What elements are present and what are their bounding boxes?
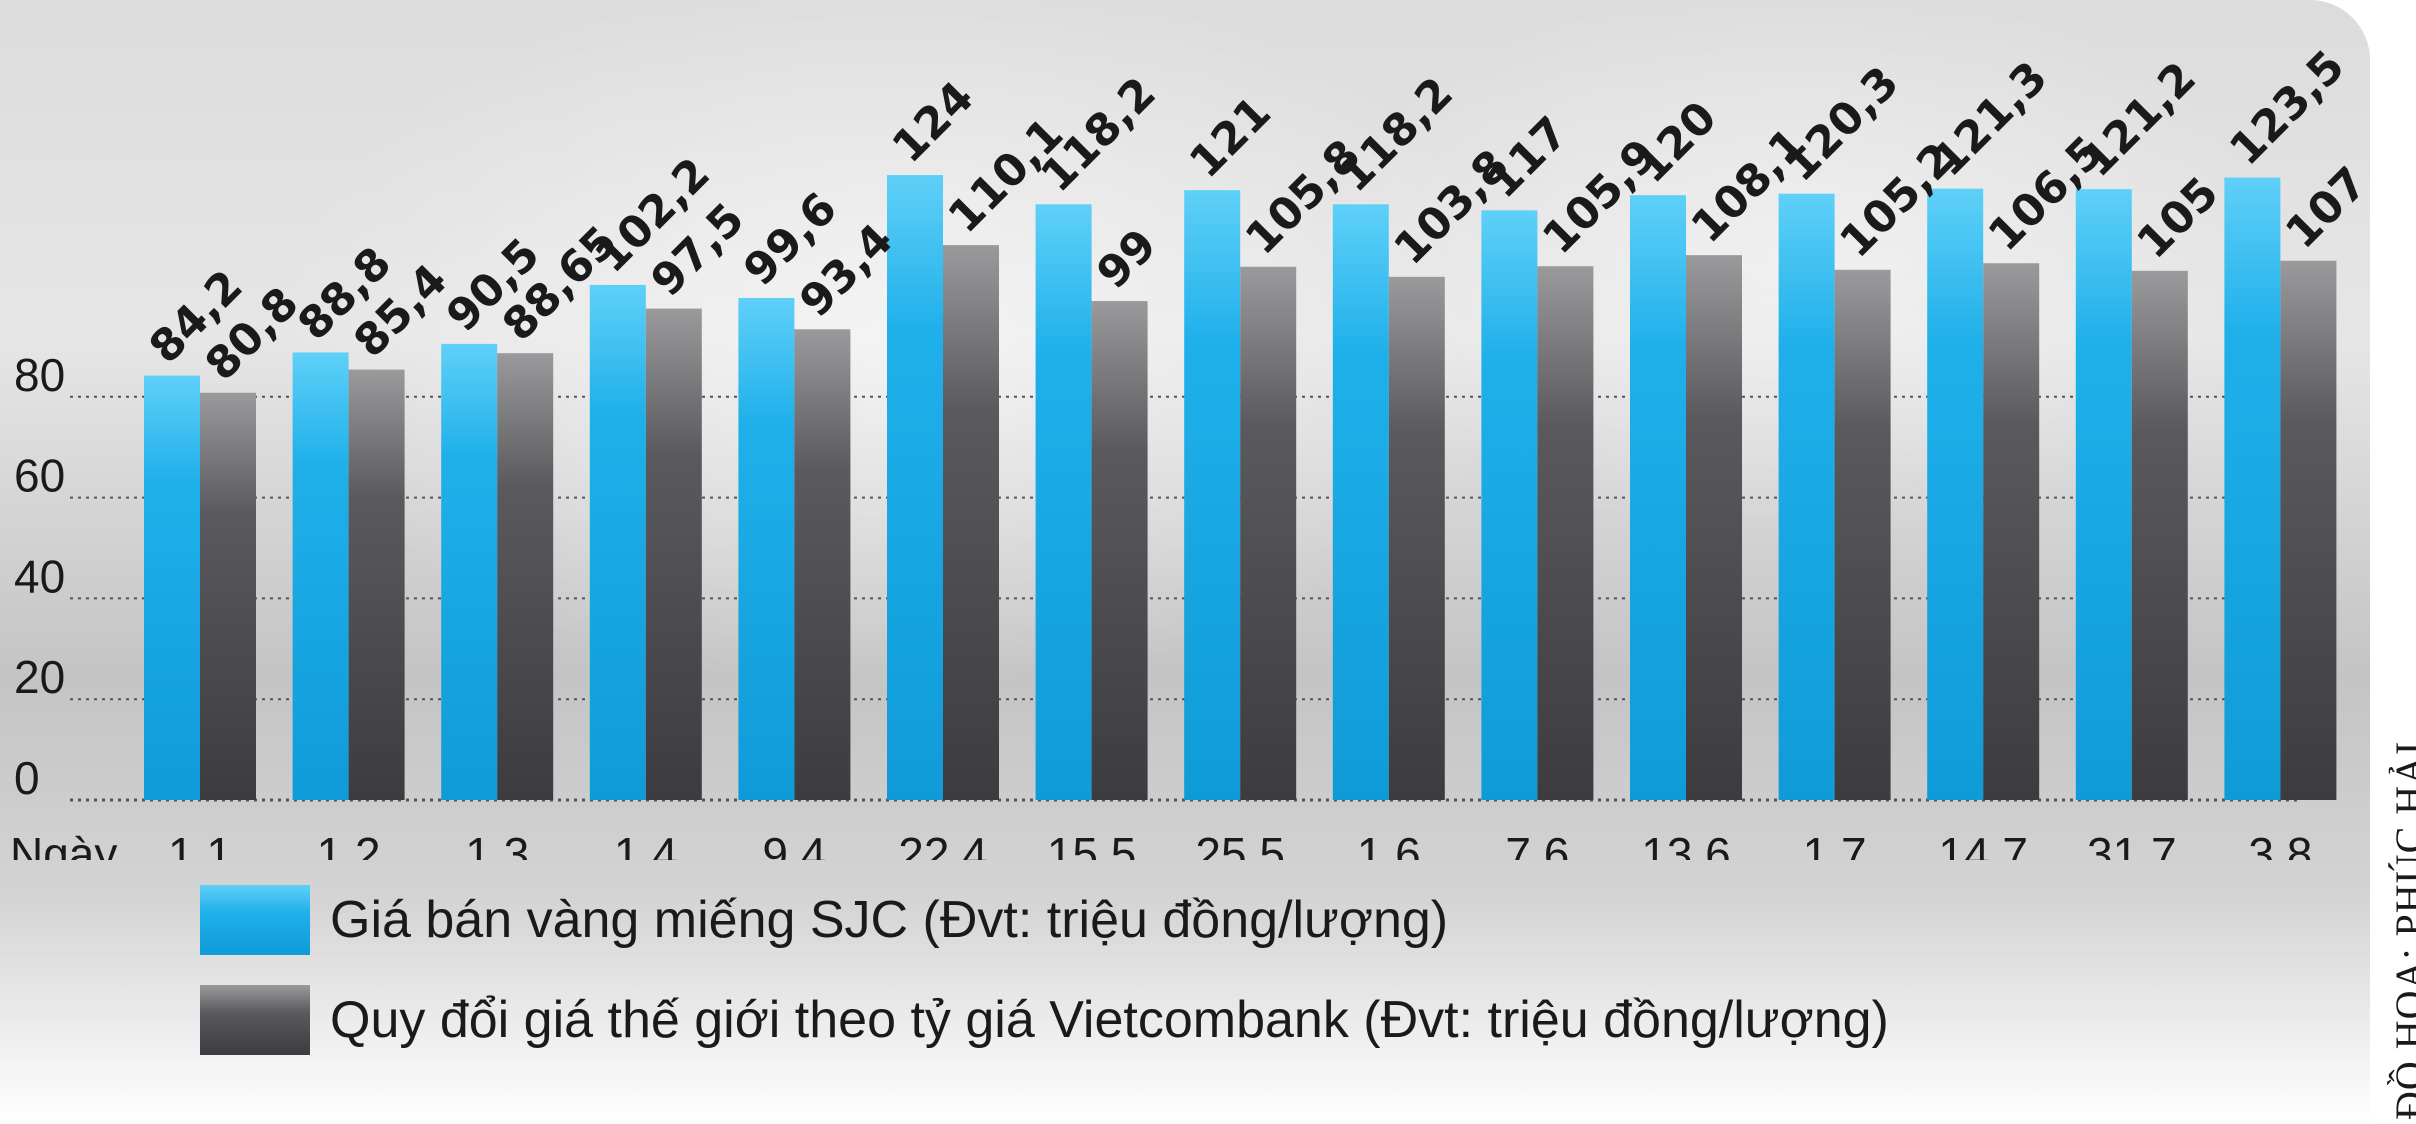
y-tick-label: 80	[14, 349, 65, 401]
bar-world	[794, 329, 851, 800]
bars	[144, 175, 2337, 801]
value-label-sjc: 121,2	[2072, 52, 2206, 186]
y-tick-label: 20	[14, 651, 65, 703]
x-category-label: 1.1	[168, 828, 232, 860]
bar-sjc	[1332, 204, 1389, 801]
bar-sjc	[144, 375, 200, 800]
value-label-sjc: 121	[1180, 87, 1281, 188]
bar-sjc	[1778, 193, 1835, 801]
x-category-label: 13.6	[1641, 828, 1731, 860]
bar-world	[348, 369, 405, 800]
bar-world	[1091, 301, 1148, 800]
value-label-sjc: 124	[883, 72, 984, 173]
bar-sjc	[1184, 190, 1241, 800]
x-category-label: 25.5	[1195, 828, 1285, 860]
bar-sjc	[1481, 210, 1538, 800]
y-tick-label: 0	[14, 752, 40, 804]
bar-sjc	[292, 352, 349, 800]
bar-world	[645, 308, 702, 800]
value-label-sjc: 120,3	[1774, 57, 1908, 191]
x-category-label: 1.2	[317, 828, 381, 860]
x-category-label: 9.4	[762, 828, 826, 860]
x-category-label: 31.7	[2087, 828, 2177, 860]
bar-world	[1240, 266, 1297, 800]
x-axis-label: Ngày	[10, 828, 117, 860]
bar-world	[1983, 263, 2040, 800]
bar-world	[2280, 260, 2337, 801]
bar-sjc	[887, 175, 943, 801]
x-category-label: 1.4	[614, 828, 678, 860]
bar-sjc	[2224, 177, 2281, 800]
bar-world	[1686, 255, 1742, 800]
bar-world	[2131, 270, 2188, 800]
value-label-world: 105	[2128, 168, 2229, 269]
x-category-label: 15.5	[1047, 828, 1137, 860]
value-label-world: 99	[1087, 219, 1166, 298]
y-tick-label: 40	[14, 550, 65, 602]
bar-world	[1388, 276, 1445, 800]
legend: Giá bán vàng miếng SJC (Đvt: triệu đồng/…	[200, 870, 1889, 1070]
legend-item-world: Quy đổi giá thế giới theo tỷ giá Vietcom…	[200, 970, 1889, 1070]
legend-item-sjc: Giá bán vàng miếng SJC (Đvt: triệu đồng/…	[200, 870, 1889, 970]
bar-world	[200, 392, 256, 800]
bar-world	[943, 245, 999, 800]
x-category-label: 14.7	[1938, 828, 2028, 860]
x-category-label: 7.6	[1505, 828, 1569, 860]
bar-sjc	[441, 343, 498, 800]
bar-sjc	[1630, 195, 1686, 800]
bar-sjc	[1927, 188, 1984, 800]
bar-sjc	[738, 298, 795, 800]
x-category-label: 1.3	[465, 828, 529, 860]
bar-world	[497, 353, 554, 800]
y-tick-label: 60	[14, 450, 65, 502]
legend-swatch-sjc	[200, 885, 310, 955]
bar-sjc	[589, 284, 646, 800]
legend-label-world: Quy đổi giá thế giới theo tỷ giá Vietcom…	[330, 991, 1889, 1049]
bar-world	[1537, 266, 1594, 800]
bar-world	[1834, 269, 1891, 800]
bar-sjc	[1035, 204, 1092, 801]
legend-swatch-world	[200, 985, 310, 1055]
x-category-label: 1.6	[1357, 828, 1421, 860]
value-label-sjc: 123,5	[2220, 41, 2354, 175]
graphic-credit: ĐỒ HỌA: PHÚC HẢI	[2387, 740, 2416, 1120]
legend-label-sjc: Giá bán vàng miếng SJC (Đvt: triệu đồng/…	[330, 891, 1449, 949]
x-category-label: 22.4	[898, 828, 988, 860]
x-category-label: 1.7	[1803, 828, 1867, 860]
x-axis-categories: Ngày 1.1 1.2 1.3 1.4 9.4 22.4 15.5 25.5 1.6 7.6 13…	[10, 828, 2312, 860]
y-axis-ticks: 0 20 40 60 80	[14, 349, 65, 804]
x-category-label: 3.8	[2248, 828, 2312, 860]
bar-sjc	[2075, 189, 2132, 801]
value-label-world: 107	[2276, 157, 2370, 258]
